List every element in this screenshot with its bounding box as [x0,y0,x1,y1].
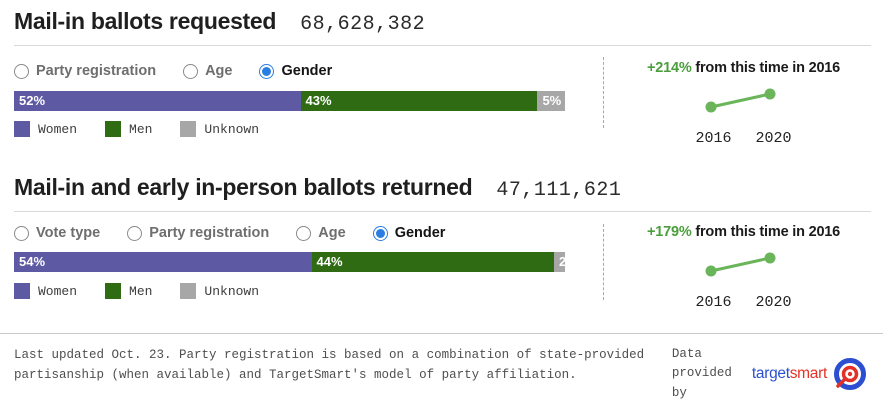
men-swatch [105,283,122,299]
section-returned-header: Mail-in and early in-person ballots retu… [14,174,871,212]
legend-item-women: Women [14,283,77,299]
radio-icon[interactable] [127,225,143,241]
data-provided-by-label: Data provided by [671,347,732,400]
trend-line-chart [705,252,775,277]
targetsmart-logo: targetsmart [752,356,867,392]
legend-label: Men [129,121,153,137]
segment-value-label: 5% [542,93,562,108]
data-provider: Data provided by targetsmart [672,345,867,403]
year-label-2016: 2016 [695,130,732,147]
footer-note: Last updated Oct. 23. Party registration… [14,348,645,382]
comparison-delta: +214% [646,60,692,76]
page-title: Mail-in ballots requested [14,8,277,34]
women-swatch [14,121,30,137]
year-label-2020: 2020 [755,294,792,311]
returned-filter-group: Vote type Party registration Age Gender [14,225,445,241]
bar-segment-men: 43% [300,91,538,111]
year-label-2020: 2020 [755,130,792,147]
footer: Last updated Oct. 23. Party registration… [0,333,883,403]
unknown-swatch [180,121,197,137]
filter-label: Age [205,63,233,79]
requested-total-count: 68,628,382 [300,13,426,36]
bar-segment-unknown: 5% [537,91,565,111]
filter-vote-type[interactable]: Vote type [14,225,100,241]
requested-stacked-bar: 52% 43% 5% [14,91,565,111]
section-title: Mail-in and early in-person ballots retu… [14,174,473,200]
unknown-swatch [180,283,197,299]
segment-value-label: 44% [316,254,343,269]
segment-value-label: 52% [19,93,46,108]
returned-legend: Women Men Unknown [14,283,259,299]
radio-icon[interactable] [14,63,29,79]
legend-label: Unknown [204,283,260,299]
year-label-2016: 2016 [695,294,732,311]
section-divider [603,224,604,300]
section-divider [603,57,604,128]
radio-icon-selected[interactable] [259,63,275,79]
targetsmart-wordmark: targetsmart [751,365,827,383]
filter-label: Gender [281,63,333,79]
legend-label: Unknown [204,121,260,137]
targetsmart-bullseye-icon [834,358,866,391]
legend-item-unknown: Unknown [180,283,259,299]
trend-line-chart [705,88,775,113]
legend-label: Women [38,283,78,299]
filter-gender[interactable]: Gender [259,63,332,79]
filter-label: Party registration [149,225,270,241]
filter-age[interactable]: Age [296,225,346,241]
returned-stacked-bar: 54% 44% 2 [14,252,565,272]
filter-label: Party registration [36,63,157,79]
radio-icon[interactable] [14,225,29,241]
legend-label: Men [129,283,153,299]
trend-axis-labels: 2016 2020 [604,130,883,147]
segment-value-label: 2 [558,254,565,269]
filter-gender[interactable]: Gender [372,225,446,241]
section-requested-header: Mail-in ballots requested 68,628,382 [14,8,871,46]
radio-icon-selected[interactable] [372,225,388,241]
filter-label: Age [318,225,346,241]
bar-segment-unknown: 2 [553,252,565,272]
requested-legend: Women Men Unknown [14,121,259,137]
returned-total-count: 47,111,621 [496,179,622,202]
legend-item-men: Men [105,121,152,137]
comparison-text: from this time in 2016 [695,224,841,240]
legend-label: Women [38,121,78,137]
filter-party-registration[interactable]: Party registration [127,225,269,241]
bar-segment-women: 52% [14,91,301,111]
men-swatch [105,121,122,137]
legend-item-men: Men [105,283,152,299]
requested-comparison-panel: +214% from this time in 2016 2016 2020 [604,60,883,147]
comparison-headline: +214% from this time in 2016 [604,60,883,76]
legend-item-women: Women [14,121,77,137]
comparison-headline: +179% from this time in 2016 [604,224,883,240]
bar-segment-women: 54% [14,252,312,272]
bar-segment-men: 44% [311,252,554,272]
comparison-text: from this time in 2016 [695,60,841,76]
returned-comparison-panel: +179% from this time in 2016 2016 2020 [604,224,883,311]
filter-label: Vote type [36,225,101,241]
filter-label: Gender [394,225,446,241]
requested-filter-group: Party registration Age Gender [14,63,332,79]
segment-value-label: 43% [305,93,332,108]
radio-icon[interactable] [296,225,312,241]
filter-party-registration[interactable]: Party registration [14,63,156,79]
trend-axis-labels: 2016 2020 [604,294,883,311]
women-swatch [14,283,30,299]
legend-item-unknown: Unknown [180,121,259,137]
filter-age[interactable]: Age [183,63,232,79]
segment-value-label: 54% [19,254,46,269]
comparison-delta: +179% [646,224,692,240]
radio-icon[interactable] [183,63,199,79]
